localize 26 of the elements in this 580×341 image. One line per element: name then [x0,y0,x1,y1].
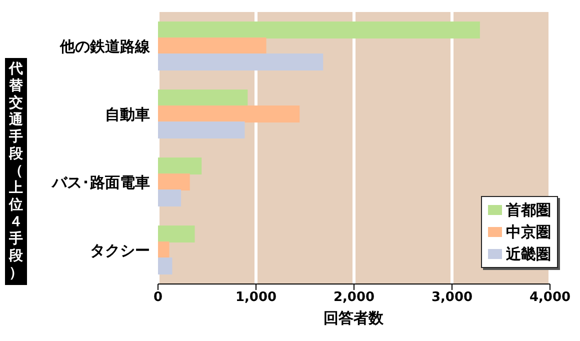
bar [158,38,266,54]
x-axis-title: 回答者数 [322,309,384,328]
x-tick-label: 2,000 [333,290,375,306]
bar [158,106,300,122]
legend-label: 中京圏 [505,222,551,243]
y-tick-label: 他の鉄道路線 [59,37,151,56]
legend-label: 首都圏 [505,200,551,221]
x-tick-label: 4,000 [529,290,571,306]
y-tick-label: 自動車 [105,105,150,124]
bar [158,190,182,206]
bar [158,226,195,242]
bar [158,54,324,70]
bar [158,174,190,190]
bar [158,90,248,106]
bar [158,242,170,258]
legend-label: 近畿圏 [505,244,551,265]
bar [158,158,202,174]
x-tick-label: 0 [153,290,163,306]
x-tick-label: 1,000 [235,290,277,306]
x-tick-label: 3,000 [431,290,473,306]
y-tick-label: バス･路面電車 [51,173,150,192]
bar [158,258,172,274]
bar [158,22,480,38]
y-tick-label: タクシー [90,241,150,260]
text: 代替交通手段（上位４手段） [9,61,23,281]
bar [158,122,245,138]
